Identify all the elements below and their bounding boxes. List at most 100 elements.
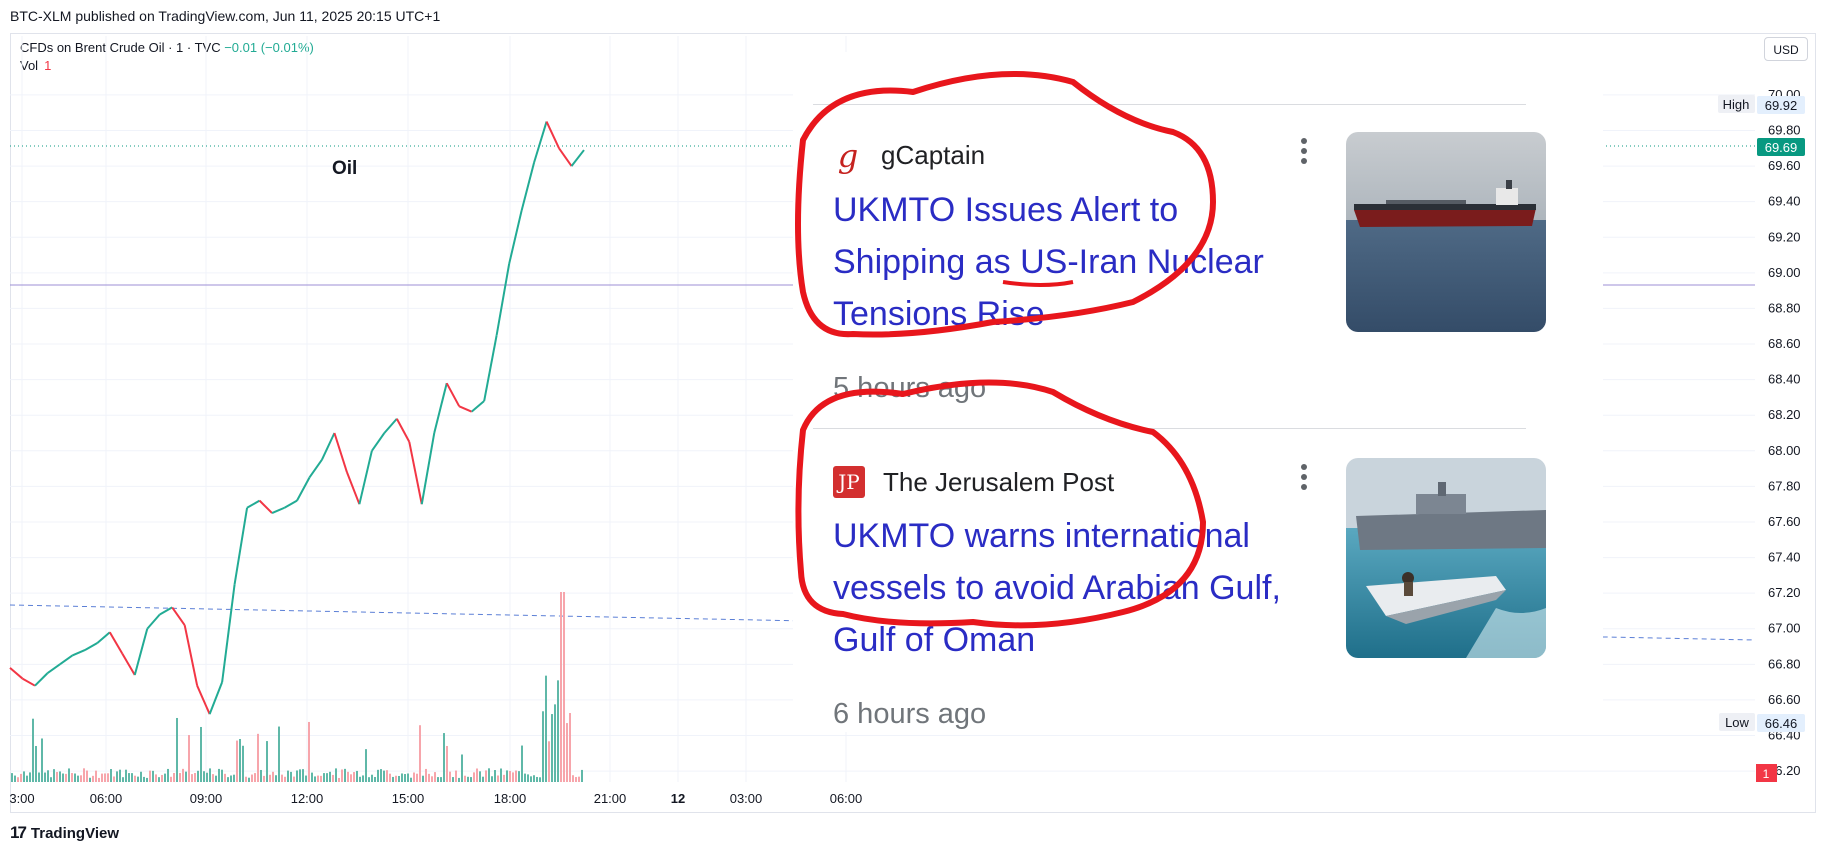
news-source: The Jerusalem Post: [883, 466, 1115, 497]
price-segment: [371, 432, 386, 452]
volume-legend[interactable]: Vol 1: [20, 58, 51, 73]
tanker-ship-image[interactable]: [1346, 132, 1546, 332]
volume-bar: [365, 749, 367, 782]
volume-bar: [425, 768, 427, 782]
volume-bar: [284, 776, 286, 782]
price-tick-label: 66.60: [1768, 692, 1801, 707]
volume-value: 1: [44, 58, 52, 73]
price-segment: [495, 263, 511, 336]
dashed-trendline[interactable]: [9, 604, 1756, 641]
volume-bar: [143, 776, 145, 782]
price-segment: [296, 477, 311, 502]
volume-bar: [539, 777, 541, 782]
news-card-jerusalem-post[interactable]: JP The Jerusalem Post UKMTO warns intern…: [813, 458, 1553, 748]
volume-bar: [563, 592, 565, 782]
volume-bar: [386, 770, 388, 782]
volume-bar: [227, 777, 229, 782]
price-segment: [246, 499, 261, 509]
price-segment: [321, 432, 336, 461]
volume-bar: [437, 777, 439, 782]
price-segment: [358, 450, 373, 505]
price-segment: [208, 681, 224, 715]
volume-bar: [440, 777, 442, 782]
volume-bar: [140, 771, 142, 782]
volume-bar: [566, 723, 568, 782]
volume-bar: [107, 773, 109, 782]
event-badge[interactable]: [1756, 764, 1777, 782]
price-segment: [233, 507, 249, 585]
symbol-name: CFDs on Brent Crude Oil · 1 · TVC: [20, 40, 221, 55]
volume-bar: [119, 769, 121, 782]
volume-bar: [461, 754, 463, 782]
price-tick-label: 68.60: [1768, 336, 1801, 351]
price-segment: [183, 624, 199, 686]
volume-bar: [416, 773, 418, 782]
price-segment: [271, 506, 285, 514]
volume-bar: [155, 774, 157, 782]
volume-bar: [488, 768, 490, 782]
more-options-icon[interactable]: [1301, 138, 1307, 168]
tradingview-logo[interactable]: 17 TradingView: [10, 823, 119, 843]
price-segment: [21, 677, 36, 687]
volume-bar: [176, 717, 178, 782]
price-segment: [284, 499, 298, 509]
news-card-gcaptain[interactable]: g gCaptain UKMTO Issues Alert to Shippin…: [813, 132, 1553, 422]
high-label: High: [1723, 97, 1750, 112]
volume-bar: [239, 738, 241, 782]
volume-bar: [209, 768, 211, 782]
time-axis[interactable]: 3:00 06:00 09:00 12:00 15:00 18:00 21:00 12 03:0…: [9, 791, 862, 806]
volume-bar: [53, 769, 55, 782]
price-tick-label: 66.80: [1768, 656, 1801, 671]
price-tick-label: 69.20: [1768, 229, 1801, 244]
price-segment: [59, 654, 73, 666]
volume-bar: [215, 775, 217, 782]
price-segment: [545, 121, 560, 149]
volume-bar: [74, 773, 76, 782]
tradingview-logo-text: TradingView: [30, 824, 120, 842]
volume-bar: [110, 769, 112, 782]
volume-bar: [407, 773, 409, 782]
news-source: gCaptain: [881, 140, 986, 170]
high-value-bg: [1757, 96, 1805, 114]
volume-bar: [431, 776, 433, 782]
price-segment: [483, 334, 498, 402]
price-tick-label: 69.00: [1768, 265, 1801, 280]
time-tick-label: 06:00: [90, 791, 123, 806]
volume-bar: [317, 775, 319, 782]
volume-bar: [104, 773, 106, 782]
price-axis[interactable]: 70.0069.8069.6069.4069.2069.0068.8068.60…: [1768, 87, 1801, 778]
volume-bar: [164, 773, 166, 782]
price-segment: [171, 606, 186, 626]
volume-bar: [329, 771, 331, 782]
volume-bar: [83, 768, 85, 782]
price-segment: [308, 459, 323, 479]
price-segment: [121, 653, 136, 676]
symbol-legend[interactable]: CFDs on Brent Crude Oil · 1 · TVC −0.01 …: [20, 40, 314, 55]
price-tick-label: 67.20: [1768, 585, 1801, 600]
volume-bar: [503, 774, 505, 782]
price-segment: [458, 405, 473, 413]
more-options-icon[interactable]: [1301, 464, 1307, 494]
high-value: 69.92: [1765, 98, 1798, 113]
volume-bar: [11, 773, 13, 782]
currency-button[interactable]: USD: [1764, 37, 1808, 61]
volume-bar: [524, 773, 526, 782]
volume-bar: [236, 740, 238, 782]
last-price-badge: [1757, 138, 1805, 156]
volume-bar: [188, 735, 190, 782]
volume-bar: [290, 771, 292, 782]
volume-bar: [200, 726, 202, 782]
price-segment: [383, 418, 398, 434]
patrol-boat-image[interactable]: [1346, 458, 1546, 658]
price-tick-label: 67.40: [1768, 550, 1801, 565]
volume-bar: [197, 770, 199, 782]
volume-bar: [569, 713, 571, 782]
volume-bar: [332, 774, 334, 782]
price-segment: [71, 649, 86, 657]
volume-bar: [242, 745, 244, 782]
volume-bar: [392, 776, 394, 782]
volume-bar: [173, 773, 175, 782]
price-segment: [508, 210, 523, 265]
volume-bar: [122, 777, 124, 782]
volume-bar: [17, 777, 19, 782]
